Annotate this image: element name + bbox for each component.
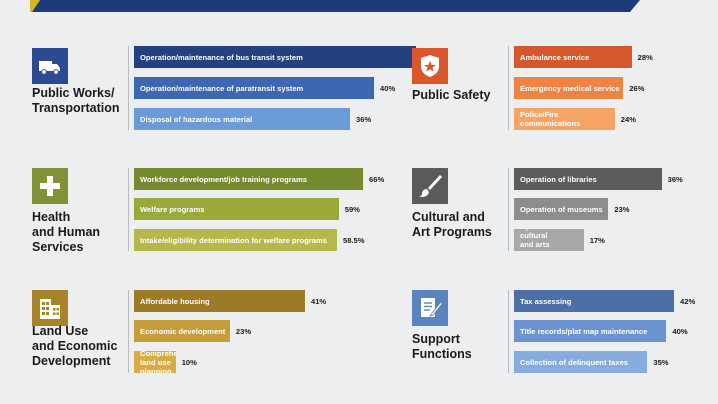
chart-axis-rule: [508, 168, 509, 251]
chart-title: Public Works/ Transportation: [32, 86, 120, 115]
chart-bar: Collection of delinquent taxes: [514, 351, 648, 373]
chart-value-label: 36%: [356, 114, 372, 124]
header-banner: [30, 0, 640, 12]
banner-accent-stripe: [30, 0, 40, 12]
chart-axis-rule: [128, 46, 129, 130]
chart-value-label: 40%: [380, 83, 396, 93]
paintbrush-icon: [412, 168, 448, 204]
chart-title: Land Use and Economic Development: [32, 324, 118, 368]
chart-bar: Emergency medical service: [514, 77, 624, 99]
chart-bar: Tax assessing: [514, 290, 675, 312]
banner-bar: [32, 0, 640, 12]
chart-axis-rule: [128, 168, 129, 251]
chart-axis-rule: [508, 290, 509, 373]
chart-value-label: 23%: [614, 204, 630, 214]
chart-value-label: 35%: [653, 357, 669, 367]
chart-value-label: 26%: [629, 83, 645, 93]
chart-value-label: 66%: [369, 174, 385, 184]
chart-value-label: 17%: [589, 235, 605, 245]
chart-title: Health and Human Services: [32, 210, 101, 254]
chart-bar: Operation/maintenance of paratransit sys…: [134, 77, 374, 99]
chart-bar: Economic development: [134, 320, 230, 342]
chart-bar: Operation of cultural and arts programs: [514, 229, 584, 251]
plus-cross-icon: [32, 168, 68, 204]
chart-bar: Disposal of hazardous material: [134, 108, 350, 130]
chart-bar: Police/Fire communications: [514, 108, 615, 130]
buildings-icon: [32, 290, 68, 326]
chart-bar: Welfare programs: [134, 198, 339, 220]
chart-axis-rule: [128, 290, 129, 373]
chart-value-label: 41%: [310, 296, 327, 306]
chart-bar: Comprehensive land use planning: [134, 351, 176, 373]
document-pen-icon: [412, 290, 448, 326]
chart-value-label: 40%: [672, 326, 688, 336]
chart-bar: Operation of libraries: [514, 168, 662, 190]
chart-bar: Intake/eligibility determination for wel…: [134, 229, 337, 251]
chart-value-label: 42%: [680, 296, 696, 306]
chart-bar: Affordable housing: [134, 290, 305, 312]
chart-value-label: 58.5%: [342, 235, 365, 245]
chart-value-label: 59%: [344, 204, 360, 214]
chart-bar: Operation/maintenance of bus transit sys…: [134, 46, 416, 68]
chart-bar: Ambulance service: [514, 46, 632, 68]
chart-value-label: 28%: [637, 52, 653, 62]
chart-value-label: 24%: [620, 114, 636, 124]
chart-title: Cultural and Art Programs: [412, 210, 492, 239]
chart-bar: Operation of museums: [514, 198, 609, 220]
chart-bar: Title records/plat map maintenance: [514, 320, 667, 342]
chart-bar: Workforce development/job training progr…: [134, 168, 364, 190]
chart-title: Public Safety: [412, 88, 491, 102]
chart-value-label: 10%: [181, 357, 197, 367]
chart-title: Support Functions: [412, 332, 472, 361]
chart-axis-rule: [508, 46, 509, 130]
truck-icon: [32, 48, 68, 84]
chart-value-label: 23%: [235, 326, 252, 336]
badge-star-icon: [412, 48, 448, 84]
chart-value-label: 36%: [667, 174, 683, 184]
